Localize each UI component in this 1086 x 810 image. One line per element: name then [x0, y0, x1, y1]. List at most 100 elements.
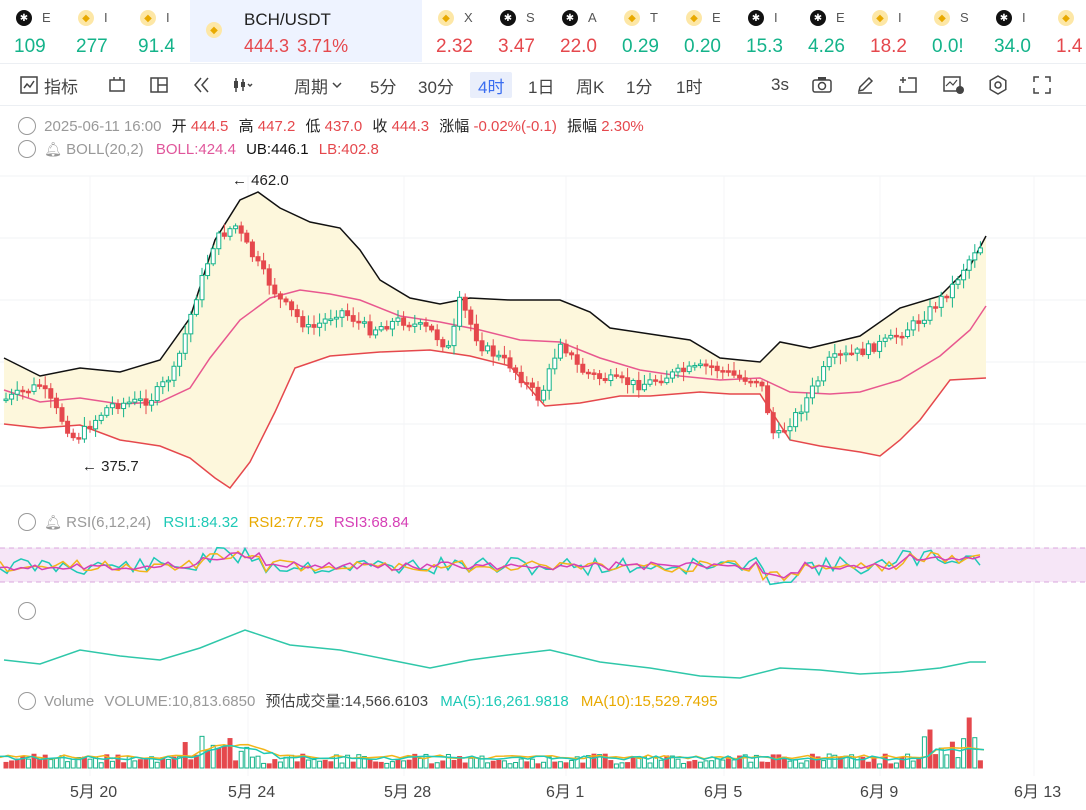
- candle-up: [557, 343, 563, 359]
- volume-bar-up: [854, 756, 860, 769]
- volume-bar-up: [199, 735, 205, 769]
- volume-bar-down: [216, 747, 222, 769]
- ticker-name: I: [1022, 10, 1026, 25]
- ticker-item[interactable]: ◆ I 91.4: [132, 0, 188, 62]
- indicators-button[interactable]: 指标: [20, 72, 78, 98]
- candle-up: [826, 356, 832, 368]
- ticker-item[interactable]: ✱ S 3.47: [492, 0, 548, 62]
- collapse-toggle-icon[interactable]: [18, 140, 36, 159]
- volume-bar-up: [384, 762, 390, 769]
- interval-6[interactable]: 1时: [676, 77, 703, 97]
- volume-bar-up: [798, 762, 804, 769]
- expand-chevron-icon[interactable]: [18, 602, 36, 621]
- candle-up: [686, 365, 692, 373]
- candle-down: [20, 389, 26, 393]
- ma10-value: MA(10):15,529.7495: [580, 693, 718, 710]
- volume-bar-down: [490, 760, 496, 769]
- interval-4[interactable]: 周K: [576, 77, 605, 97]
- collapse-toggle-icon[interactable]: [18, 692, 36, 711]
- boll-value: BOLL:424.4: [155, 141, 236, 158]
- bell-icon[interactable]: 🔔︎: [44, 141, 62, 157]
- ticker-item[interactable]: ◆ E 0.20: [678, 0, 734, 62]
- fullscreen-button[interactable]: [1032, 72, 1052, 98]
- amp-value: 2.30%: [601, 118, 644, 135]
- volume-bar-up: [473, 757, 479, 769]
- lb-value: LB:402.8: [318, 141, 379, 158]
- volume-bar-up: [697, 761, 703, 769]
- candle-style-button[interactable]: [108, 72, 126, 98]
- volume-bar-up: [720, 759, 726, 769]
- ticker-item[interactable]: ◆ I 277: [70, 0, 126, 62]
- add-alert-button[interactable]: [898, 72, 918, 98]
- interval-5[interactable]: 1分: [626, 77, 653, 97]
- ticker-price: 34.0: [994, 36, 1031, 57]
- binance-exchange-icon: ◆: [140, 10, 156, 26]
- candle-down: [87, 425, 93, 430]
- ticker-item[interactable]: ◆ BCH/USDT 444.3 3.71%: [190, 0, 422, 62]
- layout-button[interactable]: [150, 72, 168, 98]
- ticker-item[interactable]: ✱ I 15.3: [740, 0, 796, 62]
- candle-down: [143, 398, 149, 406]
- candle-up: [121, 402, 127, 410]
- volume-bar-up: [255, 755, 261, 769]
- ticker-item[interactable]: ✱ E 109: [8, 0, 64, 62]
- volume-bar-down: [373, 761, 379, 769]
- compare-button[interactable]: [943, 72, 965, 98]
- collapse-toggle-icon[interactable]: [18, 513, 36, 532]
- interval-0[interactable]: 5分: [370, 77, 397, 97]
- candle-down: [709, 365, 715, 368]
- draw-tool-button[interactable]: [856, 72, 874, 98]
- volume-bar-up: [109, 760, 115, 769]
- interval-2[interactable]: 4时: [470, 72, 513, 98]
- candle-up: [227, 228, 233, 237]
- chart-canvas[interactable]: [0, 106, 1086, 796]
- candle-up: [132, 398, 138, 403]
- candle-down: [591, 372, 597, 375]
- screenshot-button[interactable]: [812, 72, 832, 98]
- interval-1[interactable]: 30分: [418, 77, 454, 97]
- candle-up: [373, 329, 379, 336]
- ticker-name: S: [526, 10, 535, 25]
- volume-bar-down: [815, 756, 821, 769]
- bell-icon[interactable]: 🔔︎: [44, 514, 62, 530]
- settings-button[interactable]: [988, 72, 1008, 98]
- indicator-expand[interactable]: [18, 602, 40, 621]
- volume-bar-up: [961, 738, 967, 769]
- volume-bar-up: [468, 757, 474, 769]
- volume-bar-up: [48, 759, 54, 769]
- ticker-item[interactable]: ◆ T 0.29: [616, 0, 672, 62]
- chart-type-button[interactable]: [232, 72, 254, 98]
- ticker-item[interactable]: ◆ 1.4: [1050, 0, 1086, 62]
- candle-up: [339, 310, 345, 318]
- candle-down: [434, 329, 440, 341]
- compare-chart-icon: [943, 76, 964, 94]
- volume-bar-down: [692, 759, 698, 769]
- binance-exchange-icon: ◆: [1058, 10, 1074, 26]
- volume-bar-up: [98, 762, 104, 769]
- ticker-item[interactable]: ✱ I 34.0: [988, 0, 1044, 62]
- ticker-item[interactable]: ◆ S 0.0!: [926, 0, 982, 62]
- volume-bar-down: [602, 753, 608, 769]
- candle-up: [361, 321, 367, 324]
- period-dropdown[interactable]: 周期: [294, 72, 343, 98]
- volume-bar-up: [311, 759, 317, 769]
- volume-bar-down: [412, 753, 418, 769]
- close-value: 444.3: [391, 118, 430, 135]
- replay-button[interactable]: [192, 72, 212, 98]
- volume-bar-down: [580, 762, 586, 769]
- collapse-toggle-icon[interactable]: [18, 117, 36, 136]
- ticker-item[interactable]: ✱ E 4.26: [802, 0, 858, 62]
- volume-bar-down: [591, 753, 597, 769]
- volume-bar-down: [205, 750, 211, 769]
- ticker-item[interactable]: ◆ X 2.32: [430, 0, 486, 62]
- volume-bar-down: [865, 761, 871, 769]
- volume-bar-up: [574, 756, 580, 769]
- volume-bar-down: [322, 759, 328, 769]
- ticker-item[interactable]: ◆ I 18.2: [864, 0, 920, 62]
- ticker-item[interactable]: ✱ A 22.0: [554, 0, 610, 62]
- volume-bar-up: [804, 760, 810, 769]
- refresh-rate[interactable]: 3s: [771, 75, 789, 94]
- candle-up: [14, 389, 20, 395]
- interval-3[interactable]: 1日: [528, 77, 555, 97]
- volume-bar-up: [938, 747, 944, 769]
